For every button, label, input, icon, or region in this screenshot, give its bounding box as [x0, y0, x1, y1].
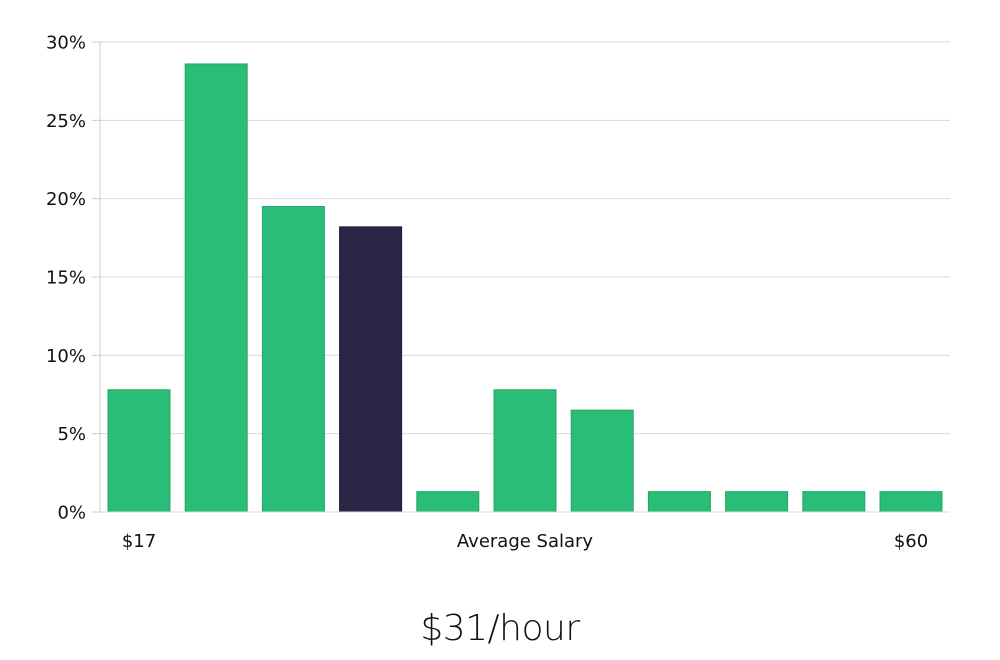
- y-tick-label: 5%: [57, 424, 86, 445]
- x-label-max: $60: [894, 531, 928, 552]
- bar: [107, 389, 171, 513]
- bar: [570, 409, 634, 513]
- y-tick-label: 30%: [46, 33, 86, 54]
- y-axis-ticks: 0% 5% 10% 15% 20% 25% 30%: [46, 33, 100, 524]
- bar: [416, 491, 480, 513]
- bar-highlighted: [339, 226, 403, 513]
- salary-histogram: 0% 5% 10% 15% 20% 25% 30% $17 Average Salary $…: [46, 33, 950, 552]
- bars: [107, 63, 943, 513]
- y-tick-label: 20%: [46, 189, 86, 210]
- y-tick-label: 10%: [46, 346, 86, 367]
- x-axis-title: Average Salary: [457, 531, 594, 552]
- bar: [261, 206, 325, 513]
- bar: [802, 491, 866, 513]
- average-salary-value: $31/hour: [420, 608, 580, 649]
- bar: [879, 491, 943, 513]
- y-tick-label: 0%: [57, 503, 86, 524]
- bar: [647, 491, 711, 513]
- bar: [493, 389, 557, 513]
- bar: [725, 491, 789, 513]
- y-tick-label: 25%: [46, 111, 86, 132]
- y-tick-label: 15%: [46, 268, 86, 289]
- bar: [184, 63, 248, 513]
- x-label-min: $17: [122, 531, 156, 552]
